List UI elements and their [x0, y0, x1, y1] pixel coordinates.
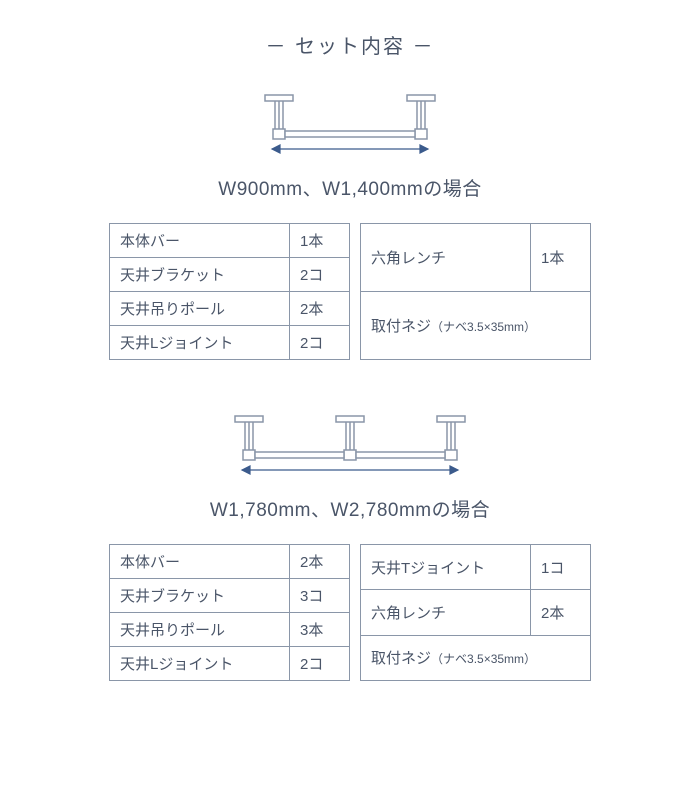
table-row: 天井ブラケット3コ	[110, 579, 350, 613]
part-name: 天井ブラケット	[110, 258, 290, 292]
part-qty: 2本	[290, 292, 350, 326]
diagram-3post	[50, 410, 650, 485]
part-name: 天井Lジョイント	[110, 326, 290, 360]
table-row: 天井ブラケット2コ	[110, 258, 350, 292]
part-qty: 2コ	[290, 647, 350, 681]
part-name: 天井吊りポール	[110, 613, 290, 647]
section-1-label: W900mm、W1,400mmの場合	[50, 174, 650, 201]
note-small: （ナベ3.5×35mm）	[431, 320, 536, 334]
part-name: 天井Lジョイント	[110, 647, 290, 681]
table-row: 取付ネジ（ナベ3.5×35mm）	[361, 635, 591, 680]
part-qty: 1コ	[531, 545, 591, 590]
part-qty: 2コ	[290, 326, 350, 360]
screw-note: 取付ネジ（ナベ3.5×35mm）	[361, 292, 591, 360]
note-main: 取付ネジ	[371, 650, 431, 667]
part-name: 天井吊りポール	[110, 292, 290, 326]
table-row: 天井吊りポール3本	[110, 613, 350, 647]
table-row: 天井Lジョイント2コ	[110, 326, 350, 360]
section-2-label: W1,780mm、W2,780mmの場合	[50, 495, 650, 522]
part-name: 天井ブラケット	[110, 579, 290, 613]
table-2-right: 天井Tジョイント1コ 六角レンチ2本 取付ネジ（ナベ3.5×35mm）	[360, 544, 591, 681]
note-small: （ナベ3.5×35mm）	[431, 652, 536, 666]
table-1-left: 本体バー1本 天井ブラケット2コ 天井吊りポール2本 天井Lジョイント2コ	[109, 223, 350, 360]
table-row: 六角レンチ1本	[361, 224, 591, 292]
part-qty: 2本	[290, 545, 350, 579]
part-qty: 1本	[290, 224, 350, 258]
part-qty: 1本	[531, 224, 591, 292]
part-name: 六角レンチ	[361, 224, 531, 292]
diagram-2post	[50, 89, 650, 164]
table-row: 天井Lジョイント2コ	[110, 647, 350, 681]
part-name: 六角レンチ	[361, 590, 531, 635]
part-qty: 2コ	[290, 258, 350, 292]
table-row: 本体バー1本	[110, 224, 350, 258]
section-2: W1,780mm、W2,780mmの場合 本体バー2本 天井ブラケット3コ 天井…	[50, 410, 650, 681]
part-name: 本体バー	[110, 224, 290, 258]
tables-row-1: 本体バー1本 天井ブラケット2コ 天井吊りポール2本 天井Lジョイント2コ 六角…	[50, 223, 650, 360]
part-name: 本体バー	[110, 545, 290, 579]
part-qty: 2本	[531, 590, 591, 635]
table-row: 六角レンチ2本	[361, 590, 591, 635]
part-qty: 3コ	[290, 579, 350, 613]
tables-row-2: 本体バー2本 天井ブラケット3コ 天井吊りポール3本 天井Lジョイント2コ 天井…	[50, 544, 650, 681]
table-1-right: 六角レンチ1本 取付ネジ（ナベ3.5×35mm）	[360, 223, 591, 360]
page-title: － セット内容 －	[50, 30, 650, 59]
part-name: 天井Tジョイント	[361, 545, 531, 590]
table-row: 天井Tジョイント1コ	[361, 545, 591, 590]
part-qty: 3本	[290, 613, 350, 647]
table-row: 本体バー2本	[110, 545, 350, 579]
table-row: 取付ネジ（ナベ3.5×35mm）	[361, 292, 591, 360]
section-1: W900mm、W1,400mmの場合 本体バー1本 天井ブラケット2コ 天井吊り…	[50, 89, 650, 360]
table-2-left: 本体バー2本 天井ブラケット3コ 天井吊りポール3本 天井Lジョイント2コ	[109, 544, 350, 681]
table-row: 天井吊りポール2本	[110, 292, 350, 326]
screw-note: 取付ネジ（ナベ3.5×35mm）	[361, 635, 591, 680]
note-main: 取付ネジ	[371, 318, 431, 335]
